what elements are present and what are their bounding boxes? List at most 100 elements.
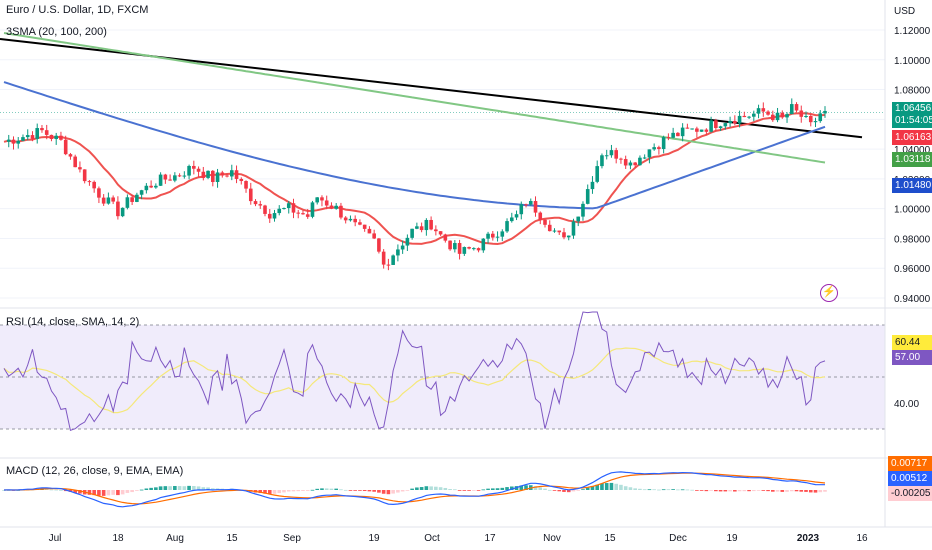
macd-histogram-bar — [780, 490, 785, 492]
candle-body — [547, 224, 552, 232]
candle-body — [339, 205, 343, 218]
indicator-label-rsi[interactable]: RSI (14, close, SMA, 14, 2) — [6, 316, 140, 328]
candle-body — [780, 112, 785, 118]
time-label: Jul — [49, 533, 62, 544]
macd-histogram-bar — [258, 490, 263, 494]
macd-histogram-bar — [168, 486, 172, 490]
candle-body — [11, 139, 16, 144]
price-tick: 0.98000 — [894, 234, 931, 245]
macd-histogram-bar — [405, 490, 410, 491]
candle-body — [747, 116, 751, 118]
candle-body — [381, 251, 386, 265]
candle-body — [500, 231, 505, 237]
candle-body — [443, 234, 448, 241]
macd-histogram-bar — [192, 485, 196, 490]
macd-histogram-bar — [429, 486, 433, 490]
macd-histogram-bar — [509, 486, 514, 490]
macd-histogram-bar — [581, 489, 585, 491]
time-label: 18 — [112, 533, 124, 544]
macd-histogram-bar — [486, 488, 490, 490]
macd-histogram-bar — [533, 486, 538, 490]
candle-body — [808, 116, 813, 123]
price-tag: 1.03118 — [892, 152, 932, 167]
macd-histogram-bar — [149, 487, 153, 490]
candle-body — [467, 247, 471, 249]
candle-body — [571, 221, 576, 236]
candle-body — [491, 233, 495, 238]
candle-body — [604, 155, 609, 157]
macd-histogram-bar — [424, 486, 429, 490]
macd-histogram-bar — [49, 489, 54, 491]
indicator-label-macd[interactable]: MACD (12, 26, close, 9, EMA, EMA) — [6, 465, 184, 477]
macd-histogram-bar — [467, 490, 471, 491]
candle-body — [97, 188, 101, 198]
candle-body — [63, 139, 68, 155]
candle-body — [211, 170, 215, 183]
macd-histogram-bar — [524, 485, 528, 490]
macd-histogram-bar — [125, 490, 130, 493]
macd-histogram-bar — [566, 490, 571, 493]
macd-histogram-bar — [804, 490, 808, 492]
macd-tag: 0.00512 — [888, 471, 932, 486]
candle-body — [642, 157, 647, 159]
candle-body — [244, 181, 248, 189]
candle-body — [562, 232, 566, 238]
candle-body — [6, 139, 11, 142]
macd-histogram-bar — [353, 490, 357, 491]
macd-histogram-bar — [571, 490, 576, 492]
candle-body — [305, 214, 310, 217]
macd-histogram-bar — [737, 490, 742, 492]
candle-body — [576, 216, 581, 222]
candle-body — [82, 169, 87, 182]
candle-body — [358, 222, 362, 225]
candle-body — [813, 121, 818, 123]
time-label: Dec — [669, 533, 687, 544]
macd-histogram-bar — [334, 488, 338, 490]
macd-histogram-bar — [59, 489, 63, 491]
candle-body — [377, 238, 381, 252]
price-tag: 1.01480 — [892, 178, 932, 193]
macd-histogram-bar — [699, 490, 704, 491]
indicator-label-sma[interactable]: 3SMA (20, 100, 200) — [6, 26, 107, 38]
rsi-tick: 40.00 — [894, 399, 919, 410]
candle-body — [296, 212, 301, 214]
macd-histogram-bar — [756, 490, 761, 491]
macd-histogram-bar — [462, 490, 467, 491]
macd-histogram-bar — [495, 488, 500, 490]
candle-body — [229, 170, 234, 177]
lightning-icon[interactable]: ⚡ — [820, 284, 838, 302]
candle-body — [258, 204, 263, 206]
candle-body — [709, 120, 713, 132]
candle-body — [633, 162, 637, 166]
candle-body — [785, 114, 789, 118]
macd-histogram-bar — [728, 490, 732, 492]
time-label: 2023 — [797, 533, 820, 544]
macd-histogram-bar — [438, 487, 443, 490]
macd-histogram-bar — [576, 490, 581, 491]
price-tick: 1.04000 — [894, 145, 931, 156]
candle-body — [472, 248, 476, 250]
candle-body — [619, 158, 623, 160]
candle-body — [685, 127, 690, 129]
macd-histogram-bar — [434, 486, 438, 490]
price-tag-value: 1.06163 — [895, 132, 932, 143]
price-tick: 1.08000 — [894, 86, 931, 97]
candle-body — [405, 237, 410, 246]
candle-body — [130, 197, 134, 202]
candle-body — [343, 217, 348, 221]
macd-histogram-bar — [116, 490, 120, 496]
macd-histogram-bar — [310, 489, 315, 491]
price-tick: 1.10000 — [894, 56, 931, 67]
macd-histogram-bar — [552, 490, 557, 491]
candle-body — [386, 264, 391, 266]
macd-histogram-bar — [410, 488, 414, 490]
currency-label[interactable]: USD — [894, 6, 916, 17]
rsi-tag: 60.44 — [892, 335, 932, 350]
price-tick: 0.94000 — [894, 294, 931, 305]
macd-histogram-bar — [381, 490, 386, 494]
candle-body — [25, 135, 30, 138]
candle-body — [168, 179, 172, 181]
macd-histogram-bar — [595, 484, 600, 490]
